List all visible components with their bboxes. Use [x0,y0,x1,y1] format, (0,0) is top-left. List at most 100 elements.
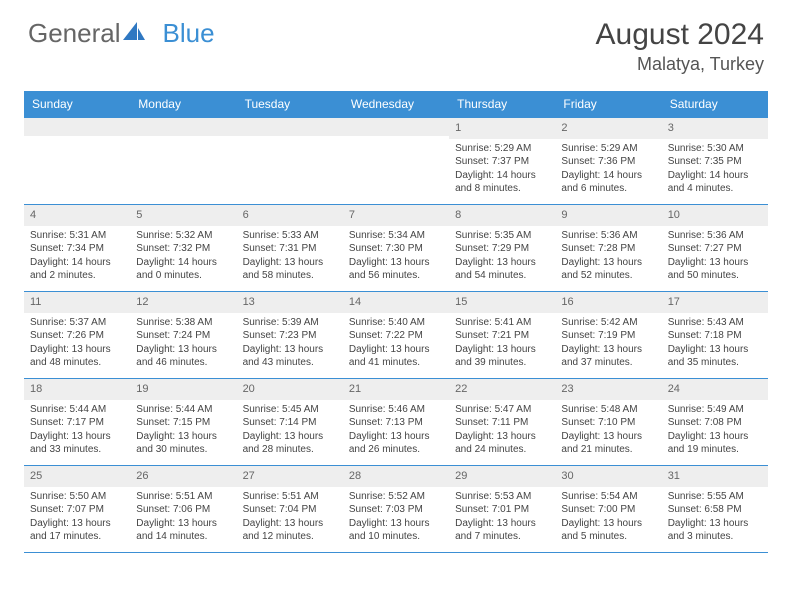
calendar: Sunday Monday Tuesday Wednesday Thursday… [24,91,768,553]
day-number: 31 [662,466,768,487]
info-line: and 52 minutes. [561,269,655,283]
day-info: Sunrise: 5:44 AMSunset: 7:17 PMDaylight:… [24,403,130,457]
info-line: Sunset: 7:04 PM [243,503,337,517]
calendar-cell [237,118,343,204]
day-info: Sunrise: 5:32 AMSunset: 7:32 PMDaylight:… [130,229,236,283]
info-line: Sunrise: 5:46 AM [349,403,443,417]
calendar-cell: 13Sunrise: 5:39 AMSunset: 7:23 PMDayligh… [237,292,343,378]
day-number: 19 [130,379,236,400]
day-number [130,118,236,136]
day-info: Sunrise: 5:29 AMSunset: 7:37 PMDaylight:… [449,142,555,196]
calendar-cell: 12 Sunrise: 5:38 AMSunset: 7:24 PMDayligh… [130,292,236,378]
info-line: Sunrise: 5:37 AM [30,316,124,330]
day-number: 30 [555,466,661,487]
calendar-cell: 3Sunrise: 5:30 AMSunset: 7:35 PMDaylight… [662,118,768,204]
day-number: 9 [555,205,661,226]
calendar-week: 25Sunrise: 5:50 AMSunset: 7:07 PMDayligh… [24,465,768,553]
info-line: and 58 minutes. [243,269,337,283]
info-line: Sunset: 7:13 PM [349,416,443,430]
day-number [343,118,449,136]
calendar-cell: 17Sunrise: 5:43 AMSunset: 7:18 PMDayligh… [662,292,768,378]
calendar-cell: 28Sunrise: 5:52 AMSunset: 7:03 PMDayligh… [343,466,449,552]
day-info: Sunrise: 5:36 AMSunset: 7:28 PMDaylight:… [555,229,661,283]
info-line: Sunrise: 5:42 AM [561,316,655,330]
info-line: Sunset: 7:35 PM [668,155,762,169]
calendar-cell [343,118,449,204]
calendar-cell: 31Sunrise: 5:55 AMSunset: 6:58 PMDayligh… [662,466,768,552]
calendar-cell: 2Sunrise: 5:29 AMSunset: 7:36 PMDaylight… [555,118,661,204]
location: Malatya, Turkey [596,54,764,75]
weekday-label: Thursday [449,91,555,117]
info-line: and 43 minutes. [243,356,337,370]
day-number: 5 [130,205,236,226]
info-line: Sunset: 7:18 PM [668,329,762,343]
day-info: Sunrise: 5:53 AMSunset: 7:01 PMDaylight:… [449,490,555,544]
info-line: Sunset: 7:19 PM [561,329,655,343]
info-line: Sunrise: 5:34 AM [349,229,443,243]
weekday-label: Saturday [662,91,768,117]
day-number: 28 [343,466,449,487]
day-info: Sunrise: 5:47 AMSunset: 7:11 PMDaylight:… [449,403,555,457]
info-line: and 46 minutes. [136,356,230,370]
day-info: Sunrise: 5:37 AMSunset: 7:26 PMDaylight:… [24,316,130,370]
info-line: Sunset: 7:15 PM [136,416,230,430]
calendar-cell: 26Sunrise: 5:51 AMSunset: 7:06 PMDayligh… [130,466,236,552]
info-line: and 8 minutes. [455,182,549,196]
calendar-cell: 16Sunrise: 5:42 AMSunset: 7:19 PMDayligh… [555,292,661,378]
day-info: Sunrise: 5:34 AMSunset: 7:30 PMDaylight:… [343,229,449,283]
day-number: 14 [343,292,449,313]
info-line: Daylight: 13 hours [561,430,655,444]
day-info: Sunrise: 5:41 AMSunset: 7:21 PMDaylight:… [449,316,555,370]
brand-part1: General [28,18,121,49]
info-line: Daylight: 13 hours [561,343,655,357]
info-line: and 33 minutes. [30,443,124,457]
info-line: Sunrise: 5:45 AM [243,403,337,417]
info-line: and 4 minutes. [668,182,762,196]
calendar-cell [130,118,236,204]
day-info: Sunrise: 5:29 AMSunset: 7:36 PMDaylight:… [555,142,661,196]
calendar-body: 1Sunrise: 5:29 AMSunset: 7:37 PMDaylight… [24,117,768,553]
info-line: Daylight: 13 hours [243,343,337,357]
calendar-cell: 19Sunrise: 5:44 AMSunset: 7:15 PMDayligh… [130,379,236,465]
info-line: Sunset: 7:01 PM [455,503,549,517]
calendar-cell: 1Sunrise: 5:29 AMSunset: 7:37 PMDaylight… [449,118,555,204]
info-line: Sunrise: 5:44 AM [30,403,124,417]
info-line: Sunrise: 5:32 AM [136,229,230,243]
info-line: Daylight: 14 hours [455,169,549,183]
info-line: and 3 minutes. [668,530,762,544]
info-line: Sunrise: 5:39 AM [243,316,337,330]
info-line: Daylight: 13 hours [243,256,337,270]
info-line: Sunset: 7:22 PM [349,329,443,343]
calendar-cell: 29Sunrise: 5:53 AMSunset: 7:01 PMDayligh… [449,466,555,552]
info-line: and 5 minutes. [561,530,655,544]
info-line: and 24 minutes. [455,443,549,457]
info-line: and 28 minutes. [243,443,337,457]
day-info: Sunrise: 5:33 AMSunset: 7:31 PMDaylight:… [237,229,343,283]
info-line: Sunset: 7:14 PM [243,416,337,430]
calendar-cell: 23Sunrise: 5:48 AMSunset: 7:10 PMDayligh… [555,379,661,465]
info-line: Sunset: 7:37 PM [455,155,549,169]
info-line: Sunset: 7:36 PM [561,155,655,169]
info-line: Sunrise: 5:36 AM [561,229,655,243]
month-title: August 2024 [596,18,764,52]
info-line: and 10 minutes. [349,530,443,544]
info-line: Sunset: 7:07 PM [30,503,124,517]
info-line: Sunset: 7:23 PM [243,329,337,343]
info-line: Daylight: 13 hours [30,343,124,357]
day-number: 3 [662,118,768,139]
day-info: Sunrise: 5:43 AMSunset: 7:18 PMDaylight:… [662,316,768,370]
day-info: Sunrise: 5:38 AMSunset: 7:24 PMDaylight:… [130,316,236,370]
day-number: 20 [237,379,343,400]
info-line: Daylight: 14 hours [561,169,655,183]
info-line: Sunrise: 5:49 AM [668,403,762,417]
info-line: Sunset: 7:31 PM [243,242,337,256]
calendar-cell: 5 Sunrise: 5:32 AMSunset: 7:32 PMDaylight… [130,205,236,291]
calendar-week: 18Sunrise: 5:44 AMSunset: 7:17 PMDayligh… [24,378,768,465]
day-info: Sunrise: 5:51 AMSunset: 7:06 PMDaylight:… [130,490,236,544]
info-line: Sunrise: 5:54 AM [561,490,655,504]
info-line: Daylight: 13 hours [30,430,124,444]
info-line: and 21 minutes. [561,443,655,457]
info-line: Daylight: 13 hours [136,430,230,444]
day-number: 12 [130,292,236,313]
calendar-cell: 10Sunrise: 5:36 AMSunset: 7:27 PMDayligh… [662,205,768,291]
